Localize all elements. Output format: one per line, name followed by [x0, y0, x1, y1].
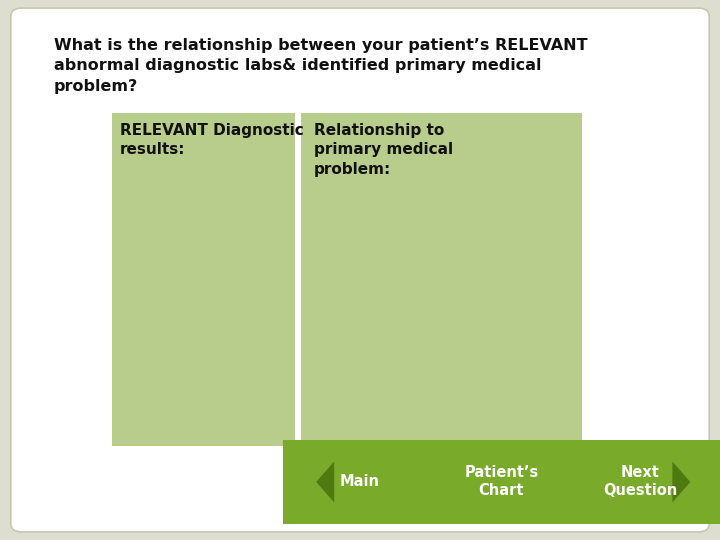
- Polygon shape: [672, 461, 690, 502]
- Bar: [301, 113, 582, 446]
- Bar: [112, 113, 295, 446]
- Text: What is the relationship between your patient’s RELEVANT
abnormal diagnostic lab: What is the relationship between your pa…: [54, 38, 588, 93]
- Bar: [283, 440, 720, 524]
- Text: Main: Main: [339, 475, 379, 489]
- Text: Next
Question: Next Question: [603, 465, 677, 498]
- Bar: [295, 113, 301, 446]
- Text: RELEVANT Diagnostic
results:: RELEVANT Diagnostic results:: [120, 123, 304, 157]
- FancyBboxPatch shape: [11, 8, 709, 532]
- Text: Patient’s
Chart: Patient’s Chart: [464, 465, 539, 498]
- Polygon shape: [316, 461, 334, 502]
- Text: Relationship to
primary medical
problem:: Relationship to primary medical problem:: [314, 123, 453, 177]
